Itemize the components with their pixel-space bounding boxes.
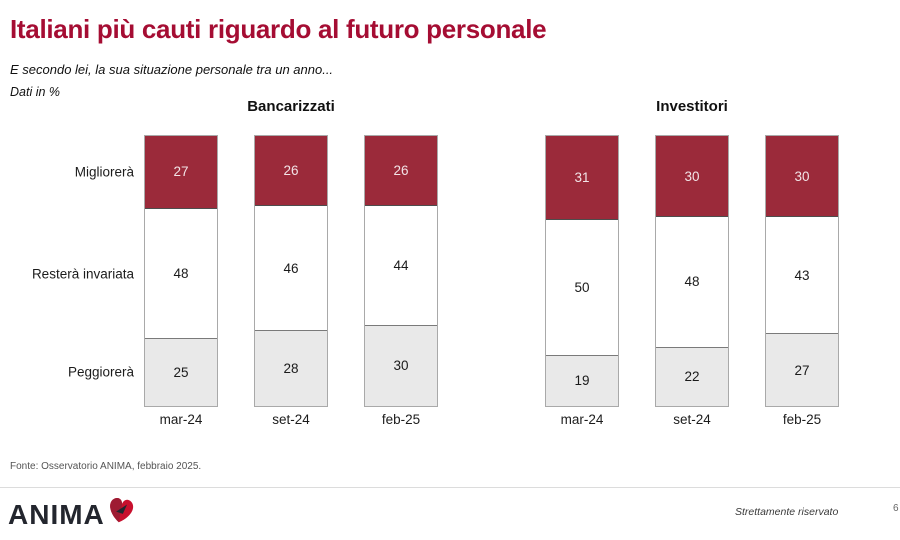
group-title-bancarizzati: Bancarizzati xyxy=(247,98,335,115)
category-label: mar-24 xyxy=(159,412,203,427)
bar-segment: 43 xyxy=(766,217,838,334)
series-label: Resterà invariata xyxy=(31,266,134,282)
category-label: set-24 xyxy=(272,412,310,427)
source-note: Fonte: Osservatorio ANIMA, febbraio 2025… xyxy=(10,461,202,472)
stacked-bar: 30 43 27 xyxy=(765,135,839,407)
bar-segment: 44 xyxy=(365,206,437,325)
bar-segment: 26 xyxy=(365,136,437,207)
bar-segment: 46 xyxy=(255,206,327,331)
chart-subtitle: E secondo lei, la sua situazione persona… xyxy=(10,62,334,77)
bar-segment: 19 xyxy=(546,354,618,406)
bar-segment: 26 xyxy=(255,136,327,207)
stacked-bar: 27 48 25 xyxy=(144,135,218,407)
bar-segment: 22 xyxy=(656,346,728,406)
anima-logo-text: ANIMA xyxy=(8,498,105,530)
bar-segment: 30 xyxy=(766,136,838,217)
bar-segment: 30 xyxy=(365,324,437,406)
page-number: 6 xyxy=(893,503,899,514)
bar-segment: 48 xyxy=(145,208,217,339)
bar-segment: 27 xyxy=(145,136,217,209)
category-label: mar-24 xyxy=(560,412,604,427)
stacked-bar: 26 46 28 xyxy=(254,135,328,407)
units-note: Dati in % xyxy=(10,85,61,99)
footer-divider xyxy=(0,487,900,488)
category-label: feb-25 xyxy=(782,412,822,427)
stacked-bar: 30 48 22 xyxy=(655,135,729,407)
page-title: Italiani più cauti riguardo al futuro pe… xyxy=(10,14,547,44)
anima-logo: ANIMA xyxy=(8,496,139,533)
bar-segment: 27 xyxy=(766,333,838,406)
stacked-bar: 31 50 19 xyxy=(545,135,619,407)
confidential-note: Strettamente riservato xyxy=(735,506,839,518)
stacked-bar-chart: Bancarizzati 27 48 25 mar-24 26 46 28 set-24 26 44… xyxy=(31,98,839,427)
category-label: feb-25 xyxy=(381,412,421,427)
bar-segment: 50 xyxy=(546,219,618,355)
category-label: set-24 xyxy=(673,412,711,427)
series-label: Peggiorerà xyxy=(67,364,134,380)
bar-segment: 30 xyxy=(656,136,728,217)
bar-segment: 25 xyxy=(145,338,217,406)
bar-segment: 31 xyxy=(546,136,618,220)
stacked-bar: 26 44 30 xyxy=(364,135,438,407)
bar-segment: 48 xyxy=(656,217,728,347)
series-label: Migliorerà xyxy=(74,164,134,180)
group-title-investitori: Investitori xyxy=(656,98,728,115)
bar-segment: 28 xyxy=(255,330,327,406)
anima-heart-icon xyxy=(103,492,139,533)
